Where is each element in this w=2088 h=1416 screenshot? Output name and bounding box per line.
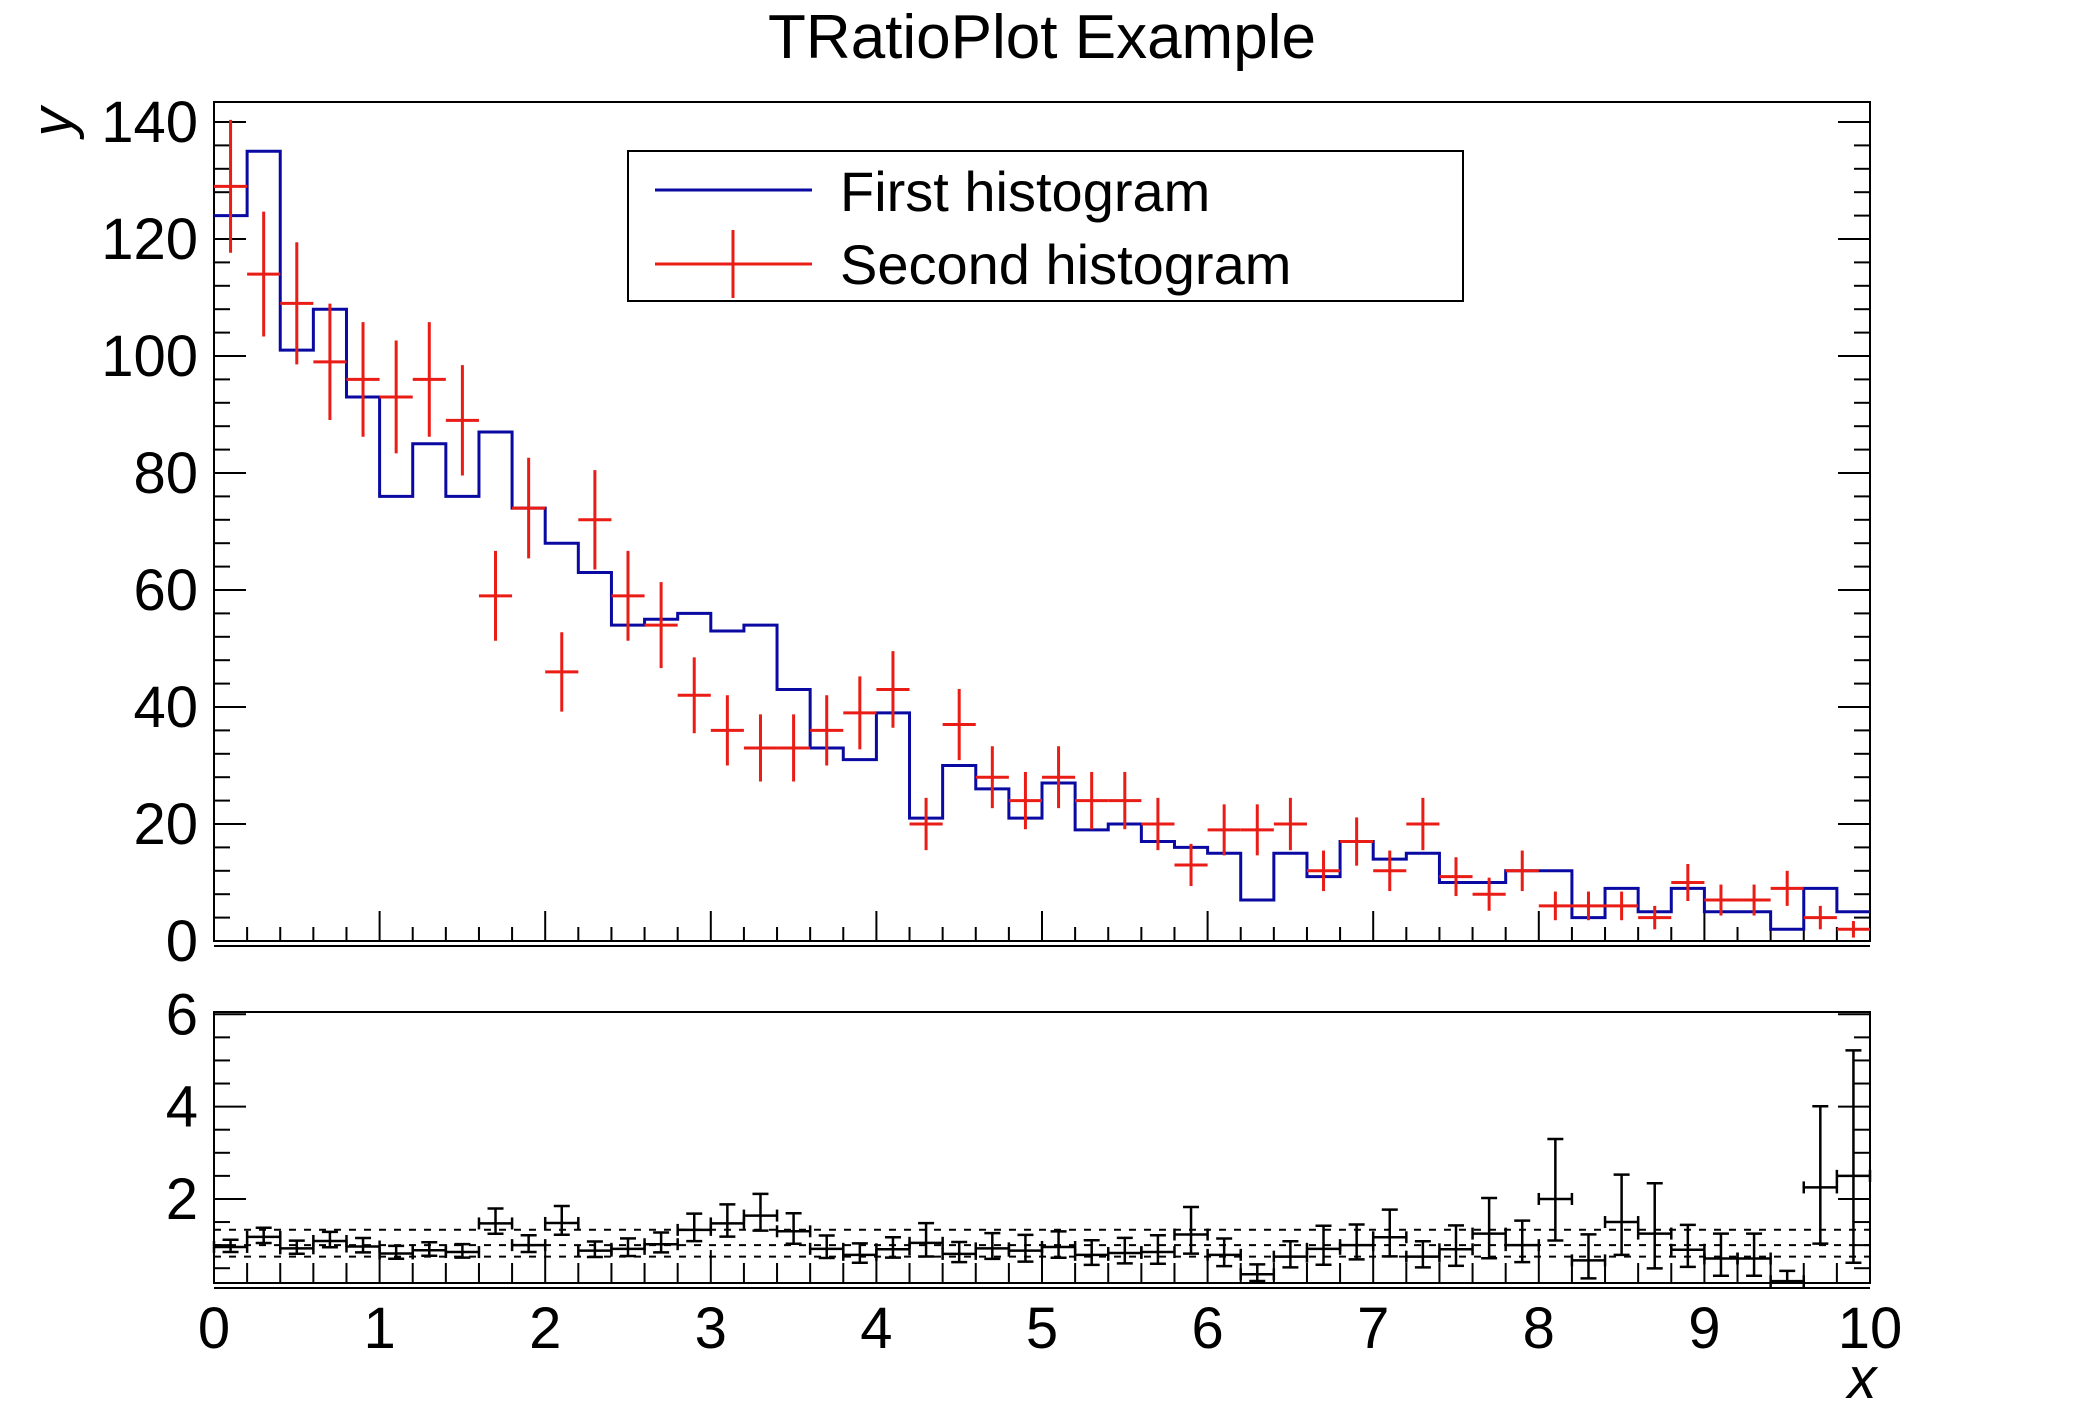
upper-y-tick-label: 80 xyxy=(133,441,198,506)
upper-y-tick-label: 140 xyxy=(101,90,198,155)
lower-pad: 2 4 6 0 1 2 3 4 5 6 7 8 9 10 xyxy=(166,982,1903,1361)
legend-label-first: First histogram xyxy=(840,160,1210,223)
x-tick-label: 7 xyxy=(1357,1296,1389,1361)
x-tick-label: 10 xyxy=(1838,1296,1903,1361)
lower-y-tick-label: 2 xyxy=(166,1167,198,1232)
legend-box xyxy=(627,150,1464,302)
legend-label-second: Second histogram xyxy=(840,233,1291,296)
ratio-graph xyxy=(212,1049,1872,1288)
x-tick-label: 6 xyxy=(1191,1296,1223,1361)
x-tick-label: 5 xyxy=(1026,1296,1058,1361)
second-histogram-points xyxy=(214,119,1870,938)
legend: First histogram Second histogram xyxy=(627,150,1464,302)
x-tick-label: 4 xyxy=(860,1296,892,1361)
x-tick-label: 3 xyxy=(695,1296,727,1361)
upper-y-tick-label: 120 xyxy=(101,207,198,272)
lower-y-tick-label: 6 xyxy=(166,982,198,1047)
x-tick-label: 1 xyxy=(363,1296,395,1361)
x-tick-label: 9 xyxy=(1688,1296,1720,1361)
lower-y-tick-label: 4 xyxy=(166,1075,198,1140)
x-tick-label: 2 xyxy=(529,1296,561,1361)
plot-title: TRatioPlot Example xyxy=(768,3,1316,72)
upper-y-tick-label: 40 xyxy=(133,675,198,740)
upper-pad: 0 20 40 60 80 100 120 140 xyxy=(101,90,1871,974)
upper-y-tick-label: 20 xyxy=(133,792,198,857)
x-tick-label: 8 xyxy=(1523,1296,1555,1361)
x-tick-label: 0 xyxy=(198,1296,230,1361)
upper-y-tick-label: 0 xyxy=(166,909,198,974)
y-axis-title: y xyxy=(20,105,85,141)
upper-y-tick-label: 60 xyxy=(133,558,198,623)
upper-y-tick-label: 100 xyxy=(101,324,198,389)
x-axis-title: x xyxy=(1845,1346,1879,1411)
first-histogram-line xyxy=(214,149,1870,931)
